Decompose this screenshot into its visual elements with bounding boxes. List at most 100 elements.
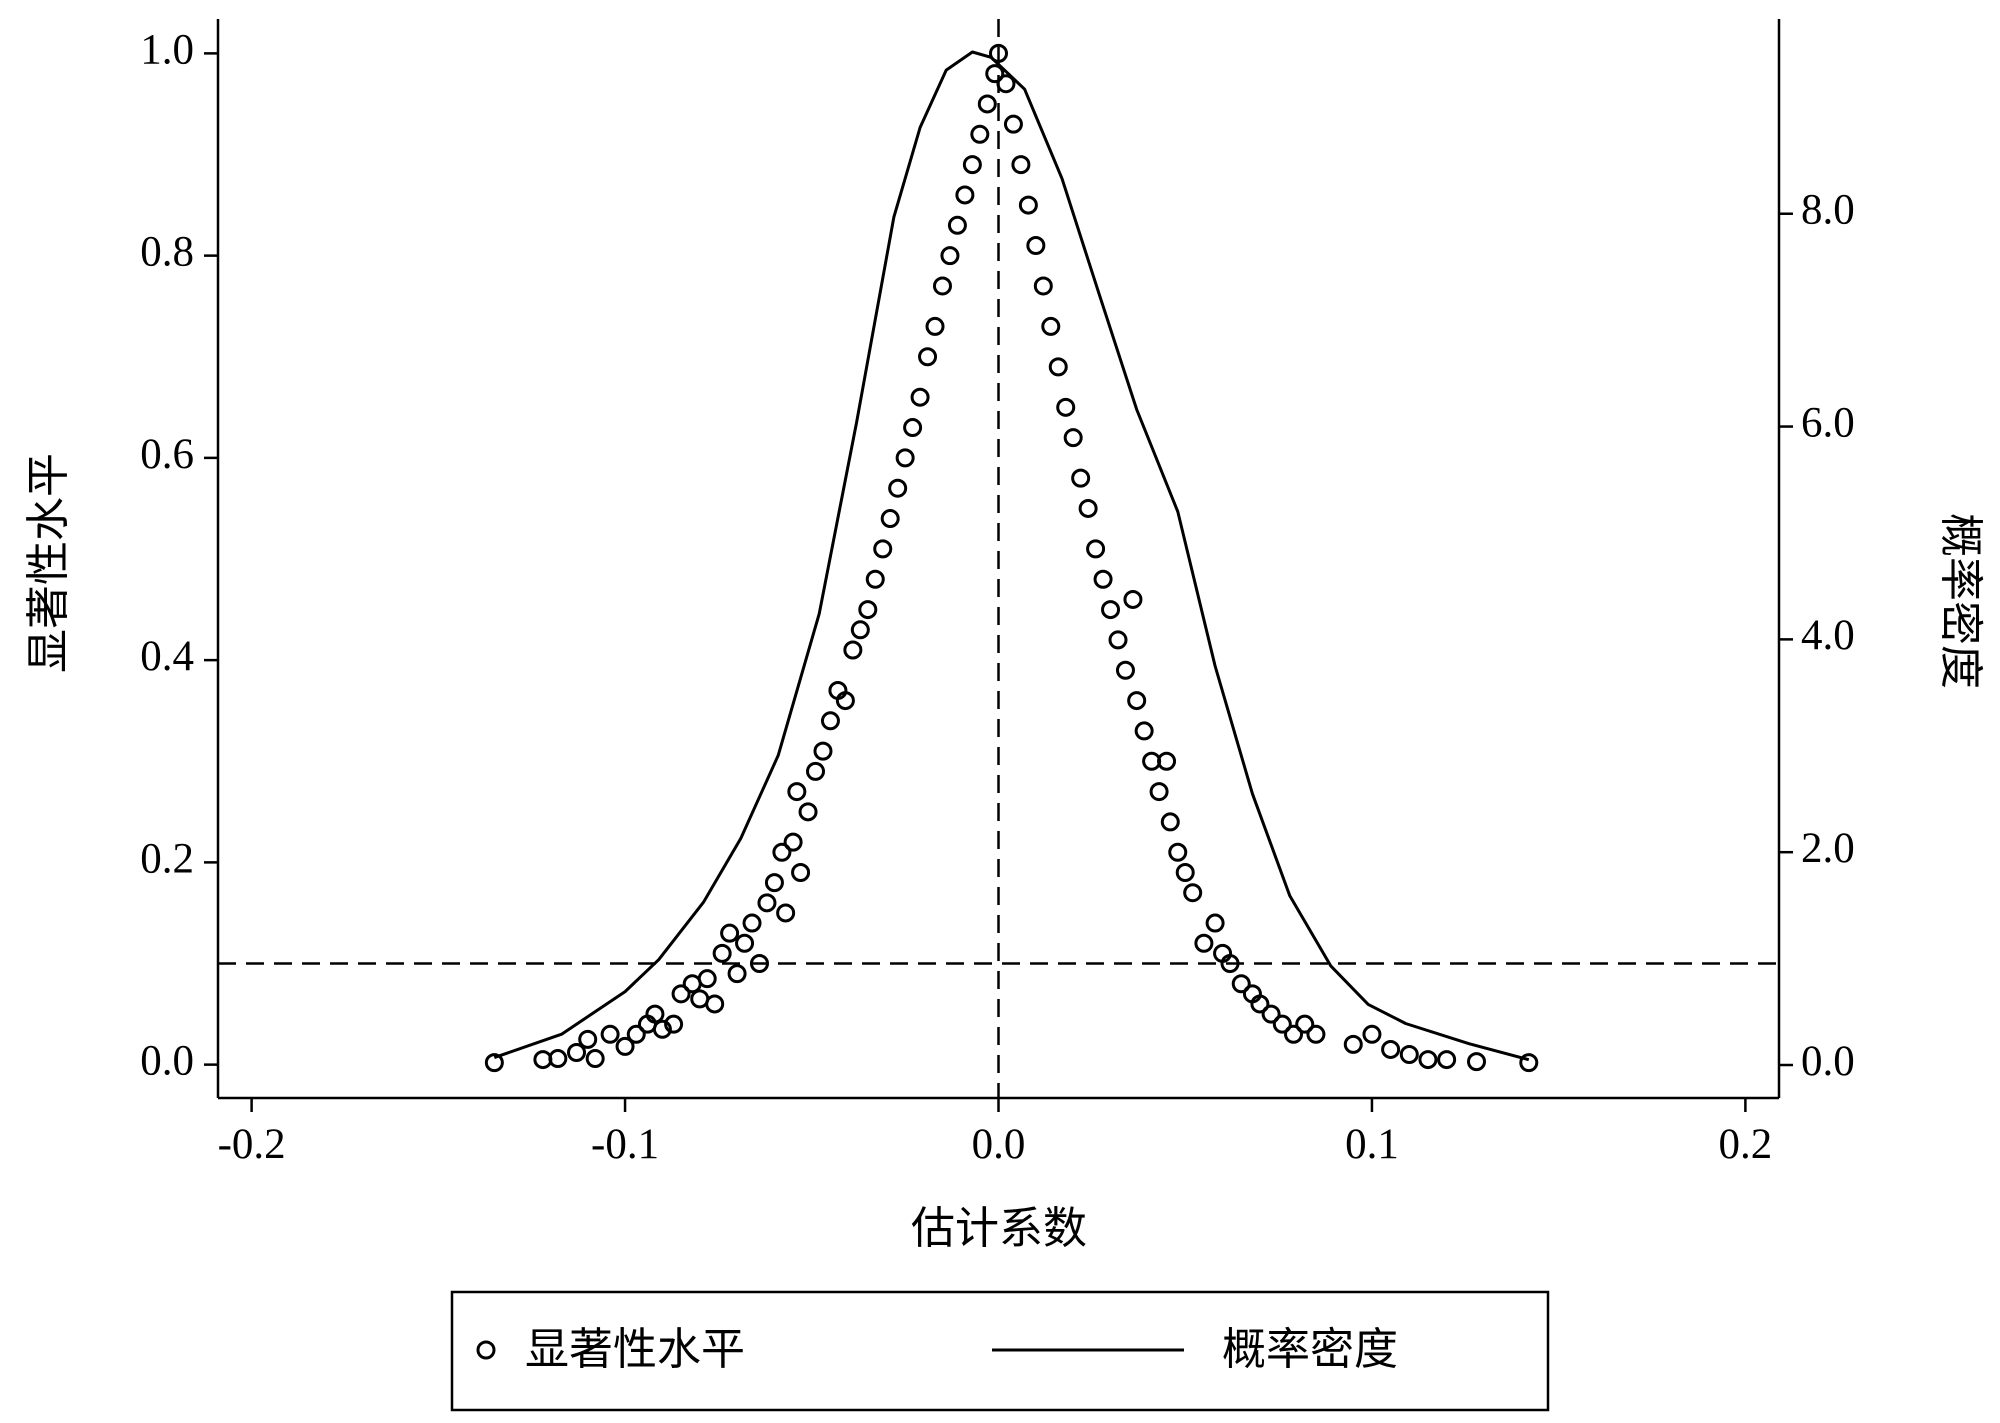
legend-label: 显著性水平: [525, 1324, 745, 1375]
scatter-point: [764, 873, 784, 893]
scatter-point: [925, 316, 945, 336]
y2-tick-label: 6.0: [1801, 399, 1855, 446]
scatter-point: [1160, 812, 1180, 832]
y2-tick-label: 2.0: [1801, 825, 1855, 872]
x-axis-label: 估计系数: [911, 1203, 1087, 1254]
scatter-point: [880, 509, 900, 529]
y2-tick-label: 0.0: [1801, 1038, 1855, 1085]
y2-tick-label: 4.0: [1801, 612, 1855, 659]
scatter-point: [600, 1024, 620, 1044]
scatter-point: [1343, 1034, 1363, 1054]
scatter-point: [578, 1029, 598, 1049]
y-tick-label: 0.4: [140, 633, 194, 680]
scatter-point: [645, 1004, 665, 1024]
y-tick-label: 0.2: [140, 835, 194, 882]
scatter-point: [873, 539, 893, 559]
y-tick-label: 0.0: [140, 1038, 194, 1085]
scatter-point: [903, 418, 923, 438]
scatter-point: [1048, 357, 1068, 377]
scatter-point: [1093, 569, 1113, 589]
scatter-point: [977, 94, 997, 114]
scatter-point: [1063, 428, 1083, 448]
scatter-point: [850, 620, 870, 640]
legend-box: [450, 1290, 1550, 1412]
legend-marker: [476, 1340, 496, 1360]
scatter-point: [1519, 1053, 1539, 1073]
scatter-point: [843, 640, 863, 660]
scatter-point: [1399, 1045, 1419, 1065]
scatter-point: [1134, 721, 1154, 741]
scatter-point: [1418, 1050, 1438, 1070]
x-tick-label: 0.1: [1345, 1121, 1399, 1168]
scatter-point: [1018, 195, 1038, 215]
legend-label: 概率密度: [1222, 1324, 1398, 1375]
scatter-point: [970, 124, 990, 144]
scatter-point: [1381, 1039, 1401, 1059]
scatter-point: [1123, 589, 1143, 609]
scatter-point: [1056, 397, 1076, 417]
scatter-point: [727, 964, 747, 984]
scatter-point: [962, 155, 982, 175]
scatter-point: [918, 347, 938, 367]
scatter-point: [705, 994, 725, 1014]
scatter-point: [1041, 316, 1061, 336]
y2-tick-label: 8.0: [1801, 187, 1855, 234]
scatter-point: [1149, 782, 1169, 802]
scatter-point: [1194, 933, 1214, 953]
y-tick-label: 0.6: [140, 431, 194, 478]
scatter-point: [1115, 660, 1135, 680]
scatter-point: [626, 1024, 646, 1044]
scatter-point: [749, 954, 769, 974]
scatter-point: [1284, 1024, 1304, 1044]
scatter-point: [1183, 883, 1203, 903]
scatter-point: [652, 1019, 672, 1039]
scatter-point: [1101, 600, 1121, 620]
scatter-point: [791, 862, 811, 882]
x-tick-label: -0.2: [218, 1121, 286, 1168]
x-tick-label: 0.2: [1719, 1121, 1773, 1168]
scatter-point: [712, 943, 732, 963]
scatter-point: [947, 215, 967, 235]
scatter-point: [813, 741, 833, 761]
scatter-point: [1011, 155, 1031, 175]
scatter-point: [776, 903, 796, 923]
scatter-point: [858, 600, 878, 620]
scatter-point: [1272, 1014, 1292, 1034]
scatter-point: [1086, 539, 1106, 559]
y-tick-label: 1.0: [140, 26, 194, 73]
scatter-point: [1437, 1050, 1457, 1070]
scatter-point: [1467, 1052, 1487, 1072]
scatter-point: [865, 569, 885, 589]
scatter-point: [484, 1053, 504, 1073]
x-tick-label: -0.1: [591, 1121, 659, 1168]
scatter-point: [567, 1042, 587, 1062]
scatter-point: [895, 448, 915, 468]
scatter-point: [1078, 498, 1098, 518]
scatter-point: [996, 74, 1016, 94]
scatter-point: [985, 64, 1005, 84]
scatter-point: [798, 802, 818, 822]
scatter-point: [757, 893, 777, 913]
scatter-point: [1175, 862, 1195, 882]
scatter-point: [1261, 1004, 1281, 1024]
scatter-point: [1071, 468, 1091, 488]
scatter-point: [1231, 974, 1251, 994]
scatter-point: [787, 782, 807, 802]
density-line: [493, 50, 1530, 1062]
scatter-point: [735, 933, 755, 953]
scatter-point: [783, 832, 803, 852]
y-tick-label: 0.8: [140, 229, 194, 276]
scatter-point: [888, 478, 908, 498]
x-tick-label: 0.0: [972, 1121, 1026, 1168]
scatter-point: [835, 691, 855, 711]
scatter-point: [1306, 1024, 1326, 1044]
scatter-point: [1026, 236, 1046, 256]
scatter-point: [1127, 691, 1147, 711]
scatter-point: [548, 1049, 568, 1069]
scatter-point: [697, 969, 717, 989]
scatter-point: [955, 185, 975, 205]
scatter-point: [585, 1049, 605, 1069]
scatter-point: [1168, 842, 1188, 862]
